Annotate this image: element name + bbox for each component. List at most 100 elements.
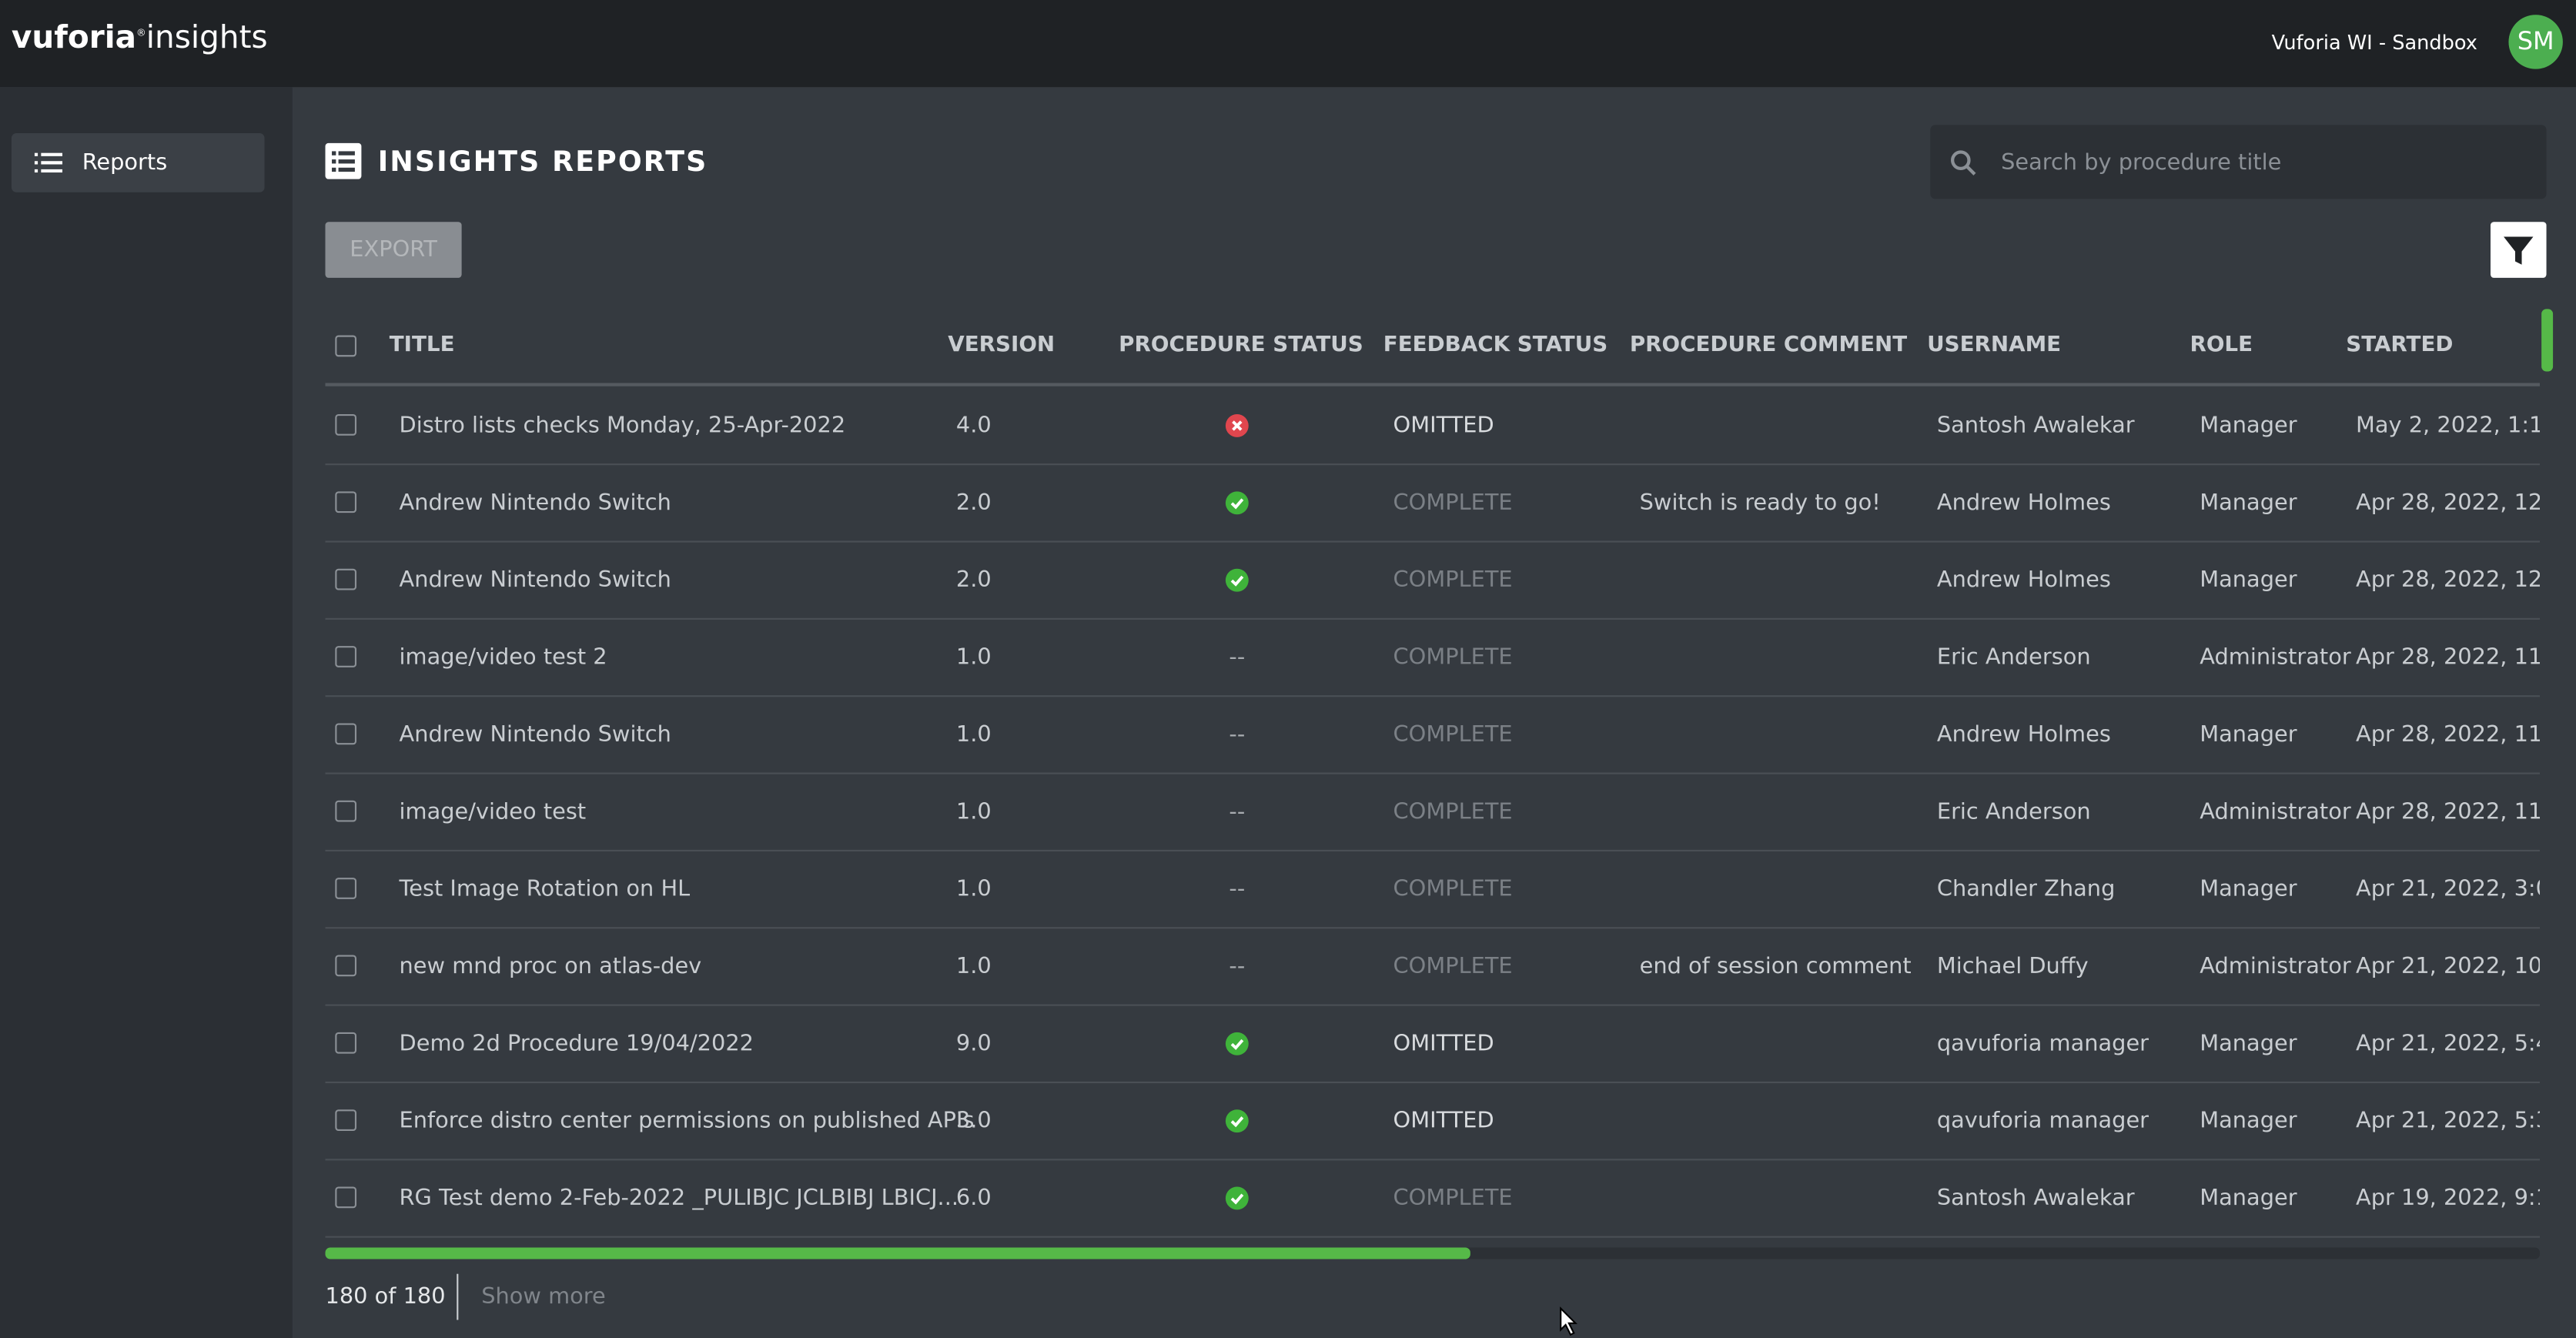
row-count: 180 of 180 <box>326 1284 446 1310</box>
table-row[interactable]: Andrew Nintendo Switch2.0COMPLETESwitch … <box>326 463 2540 542</box>
check-glyph <box>1226 1186 1249 1209</box>
cell-feedback-status: COMPLETE <box>1393 644 1513 670</box>
check-glyph <box>1226 1109 1249 1132</box>
cell-username: qavuforia manager <box>1937 1030 2149 1056</box>
cell-started: Apr 28, 2022, 11:5 <box>2356 644 2540 670</box>
row-checkbox[interactable] <box>335 1187 356 1209</box>
filter-button[interactable] <box>2491 222 2547 278</box>
table-row[interactable]: Andrew Nintendo Switch1.0--COMPLETEAndre… <box>326 695 2540 774</box>
cell-title: Test Image Rotation on HL <box>400 875 691 901</box>
row-checkbox[interactable] <box>335 955 356 976</box>
table-row[interactable]: Distro lists checks Monday, 25-Apr-20224… <box>326 386 2540 465</box>
cell-version: 1.0 <box>956 798 992 825</box>
status-icon <box>1226 413 1249 437</box>
cell-comment: Switch is ready to go! <box>1640 489 1881 515</box>
cell-version: 1.0 <box>956 721 992 747</box>
row-checkbox[interactable] <box>335 1032 356 1054</box>
cell-version: 6.0 <box>956 1184 992 1210</box>
horizontal-scrollbar[interactable] <box>326 1248 1470 1259</box>
cell-title: image/video test 2 <box>400 644 607 670</box>
row-checkbox[interactable] <box>335 723 356 744</box>
sidebar: Reports <box>0 87 293 1338</box>
cell-started: Apr 21, 2022, 5:34 <box>2356 1107 2540 1133</box>
table-row[interactable]: Demo 2d Procedure 19/04/20229.0OMITTEDqa… <box>326 1005 2540 1083</box>
cell-role: Manager <box>2200 1107 2297 1133</box>
procedure-status: -- <box>1229 721 1245 747</box>
column-header: PROCEDURE COMMENT <box>1630 333 1907 357</box>
table-row[interactable]: RG Test demo 2-Feb-2022 _PULIBJC JCLBIBJ… <box>326 1159 2540 1237</box>
vertical-scrollbar[interactable] <box>2541 309 2553 371</box>
scroll-track <box>326 1248 2540 1259</box>
row-checkbox[interactable] <box>335 491 356 513</box>
cell-title: new mnd proc on atlas-dev <box>400 952 702 978</box>
cell-feedback-status: COMPLETE <box>1393 875 1513 901</box>
status-icon <box>1226 568 1249 591</box>
table-row[interactable]: Enforce distro center permissions on pub… <box>326 1082 2540 1160</box>
cell-version: 1.0 <box>956 952 992 978</box>
x-glyph <box>1226 413 1249 437</box>
cell-started: Apr 21, 2022, 5:40 <box>2356 1030 2540 1056</box>
cell-title: Enforce distro center permissions on pub… <box>400 1107 975 1133</box>
cell-username: Eric Anderson <box>1937 798 2091 825</box>
workspace-name[interactable]: Vuforia WI - Sandbox <box>2272 32 2477 55</box>
row-checkbox[interactable] <box>335 414 356 436</box>
row-checkbox[interactable] <box>335 646 356 667</box>
cell-role: Administrator <box>2200 644 2350 670</box>
table-header: TITLEVERSIONPROCEDURE STATUSFEEDBACK STA… <box>326 309 2540 386</box>
check-glyph <box>1226 1032 1249 1055</box>
cell-username: Michael Duffy <box>1937 952 2089 978</box>
cell-feedback-status: COMPLETE <box>1393 1184 1513 1210</box>
cell-username: Andrew Holmes <box>1937 567 2111 593</box>
row-checkbox[interactable] <box>335 878 356 899</box>
cell-started: Apr 28, 2022, 12:0 <box>2356 567 2540 593</box>
page-title: INSIGHTS REPORTS <box>378 146 708 179</box>
cell-title: Demo 2d Procedure 19/04/2022 <box>400 1030 754 1056</box>
cursor <box>1559 1306 1579 1336</box>
show-more[interactable]: Show more <box>481 1284 606 1310</box>
table-row[interactable]: image/video test1.0--COMPLETEEric Anders… <box>326 772 2540 851</box>
cell-role: Manager <box>2200 489 2297 515</box>
procedure-status: -- <box>1229 875 1245 901</box>
cell-role: Manager <box>2200 412 2297 438</box>
column-header: PROCEDURE STATUS <box>1119 333 1363 357</box>
logo[interactable]: vuforia®insights <box>12 20 268 56</box>
column-header: ROLE <box>2190 333 2253 357</box>
cell-role: Administrator <box>2200 798 2350 825</box>
cell-version: 1.0 <box>956 875 992 901</box>
divider <box>457 1274 458 1320</box>
cell-role: Manager <box>2200 567 2297 593</box>
cell-version: 3.0 <box>956 1107 992 1133</box>
cell-started: Apr 19, 2022, 9:15 <box>2356 1184 2540 1210</box>
cell-version: 9.0 <box>956 1030 992 1056</box>
logo-brand: vuforia <box>12 20 136 56</box>
table-row[interactable]: image/video test 21.0--COMPLETEEric Ande… <box>326 618 2540 697</box>
cell-version: 4.0 <box>956 412 992 438</box>
procedure-status: -- <box>1229 798 1245 825</box>
status-icon <box>1226 1109 1249 1132</box>
column-header: USERNAME <box>1927 333 2061 357</box>
nav-item[interactable]: Reports <box>12 133 265 192</box>
cell-version: 1.0 <box>956 644 992 670</box>
search-box[interactable]: Search by procedure title <box>1930 125 2546 199</box>
row-checkbox[interactable] <box>335 569 356 590</box>
cell-role: Manager <box>2200 1184 2297 1210</box>
row-checkbox[interactable] <box>335 1109 356 1131</box>
cell-username: Eric Anderson <box>1937 644 2091 670</box>
cell-feedback-status: COMPLETE <box>1393 952 1513 978</box>
select-all-checkbox[interactable] <box>335 336 356 357</box>
table-row[interactable]: Test Image Rotation on HL1.0--COMPLETECh… <box>326 850 2540 928</box>
logo-product: insights <box>146 20 268 56</box>
table-row[interactable]: new mnd proc on atlas-dev1.0--COMPLETEen… <box>326 927 2540 1005</box>
cell-comment: end of session comment <box>1640 952 1912 978</box>
status-icon <box>1226 1032 1249 1055</box>
search-icon <box>1950 149 1976 176</box>
status-icon <box>1226 490 1249 513</box>
cell-username: Andrew Holmes <box>1937 489 2111 515</box>
avatar[interactable]: SM <box>2508 15 2562 69</box>
cell-feedback-status: COMPLETE <box>1393 721 1513 747</box>
table-row[interactable]: Andrew Nintendo Switch2.0COMPLETEAndrew … <box>326 540 2540 619</box>
export-button[interactable]: EXPORT <box>326 222 462 278</box>
row-checkbox[interactable] <box>335 801 356 822</box>
